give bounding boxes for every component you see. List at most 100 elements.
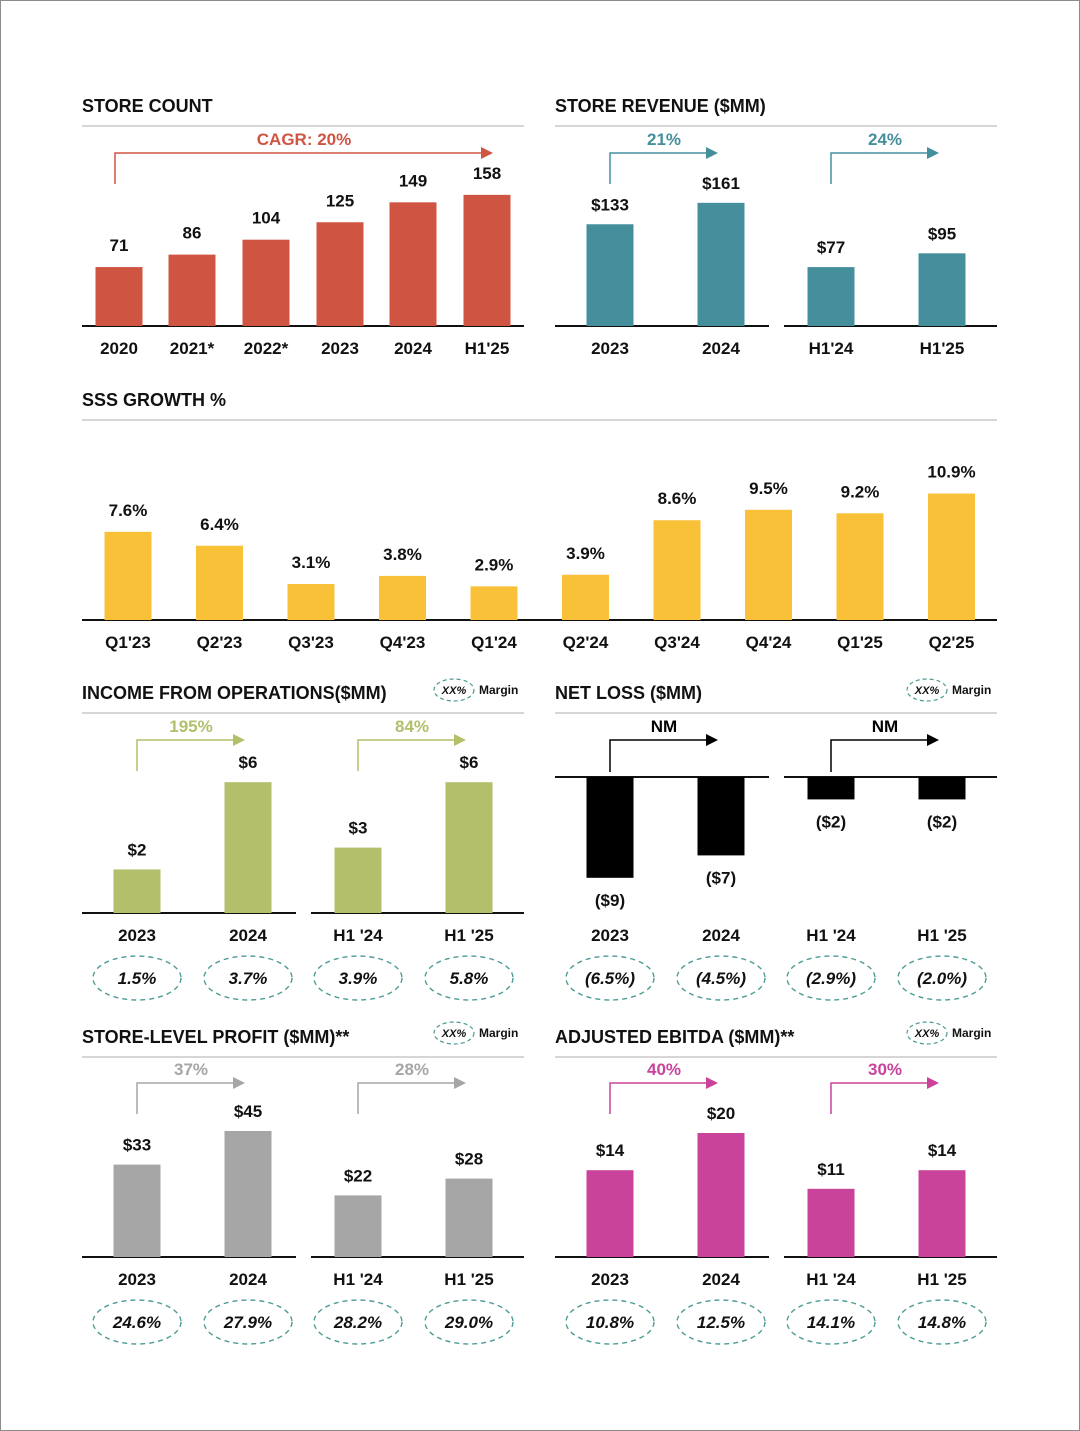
net-loss-half-arrow-line (830, 739, 927, 772)
store-count-value-label-4: 149 (399, 171, 427, 190)
sss-value-label-8: 9.2% (841, 482, 880, 501)
income-annual-category-label-0: 2023 (118, 926, 156, 945)
store-revenue-title: STORE REVENUE ($MM) (555, 96, 766, 116)
net-loss-annual-growth-label: NM (651, 717, 677, 736)
sss-category-label-4: Q1'24 (471, 633, 517, 652)
sss-category-label-5: Q2'24 (563, 633, 609, 652)
store-revenue-annual-value-label-0: $133 (591, 195, 629, 214)
income-title: INCOME FROM OPERATIONS($MM) (82, 683, 387, 703)
sss-bar-9 (928, 493, 975, 620)
sss-category-label-0: Q1'23 (105, 633, 151, 652)
sss-category-label-6: Q3'24 (654, 633, 700, 652)
store-count-category-label-4: 2024 (394, 339, 432, 358)
income-half-category-label-0: H1 '24 (333, 926, 383, 945)
store-revenue-half-category-label-1: H1'25 (920, 339, 965, 358)
net-loss-half-value-label-1: ($2) (927, 812, 957, 831)
income-annual-bar-1 (224, 782, 272, 913)
store-profit-half-value-label-0: $22 (344, 1166, 372, 1185)
income-legend-oval (433, 678, 475, 702)
ebitda-half-bar-0 (807, 1188, 855, 1257)
income-annual-0-oval (92, 955, 182, 1001)
store-count-value-label-5: 158 (473, 164, 501, 183)
ebitda-annual-1-margin-value: 12.5% (697, 1313, 745, 1332)
ebitda-half-0-oval (786, 1299, 876, 1345)
net-loss-annual-0-margin-value: (6.5%) (585, 969, 635, 988)
ebitda-annual-category-label-0: 2023 (591, 1270, 629, 1289)
store-count-value-label-0: 71 (110, 236, 129, 255)
store-revenue-annual-bar-0 (586, 224, 634, 326)
net-loss-annual-value-label-0: ($9) (595, 891, 625, 910)
ebitda-annual-0-margin-value: 10.8% (586, 1313, 634, 1332)
store-revenue-half-growth-label: 24% (868, 130, 902, 149)
income-annual-value-label-1: $6 (239, 753, 258, 772)
sss-bar-0 (104, 531, 152, 620)
sss-bar-5 (562, 574, 609, 620)
store-profit-half-value-label-1: $28 (455, 1150, 483, 1169)
store-profit-half-bar-0 (334, 1195, 382, 1257)
store-count-bar-1 (168, 254, 216, 326)
store-count-bar-3 (316, 222, 364, 326)
store-count-arrow-head (481, 147, 493, 159)
ebitda-annual-0-oval (565, 1299, 655, 1345)
net-loss-half-category-label-0: H1 '24 (806, 926, 856, 945)
store-profit-annual-0-oval (92, 1299, 182, 1345)
store-profit-annual-value-label-1: $45 (234, 1102, 262, 1121)
income-annual-0-margin-value: 1.5% (118, 969, 157, 988)
net-loss-annual-category-label-0: 2023 (591, 926, 629, 945)
sss-category-label-1: Q2'23 (197, 633, 243, 652)
income-legend-label: Margin (479, 683, 518, 697)
store-count-category-label-5: H1'25 (465, 339, 510, 358)
net-loss-annual-category-label-1: 2024 (702, 926, 740, 945)
store-count-title: STORE COUNT (82, 96, 213, 116)
income-legend-oval-text: XX% (441, 685, 467, 697)
ebitda-title: ADJUSTED EBITDA ($MM)** (555, 1027, 794, 1047)
sss-bar-3 (379, 575, 426, 620)
store-profit-annual-arrow-head (233, 1077, 245, 1089)
ebitda-legend-oval-text: XX% (914, 1028, 940, 1040)
ebitda-half-1-oval (897, 1299, 987, 1345)
ebitda-annual-growth-label: 40% (647, 1060, 681, 1079)
store-count-bar-2 (242, 239, 290, 326)
net-loss-annual-arrow-line (609, 739, 706, 772)
income-half-1-margin-value: 5.8% (450, 969, 489, 988)
income-annual-category-label-1: 2024 (229, 926, 267, 945)
income-half-1-oval (424, 955, 514, 1001)
sss-value-label-4: 2.9% (475, 555, 514, 574)
ebitda-half-category-label-0: H1 '24 (806, 1270, 856, 1289)
sss-title: SSS GROWTH % (82, 390, 226, 410)
net-loss-half-0-oval (786, 955, 876, 1001)
net-loss-half-1-oval (897, 955, 987, 1001)
net-loss-half-value-label-0: ($2) (816, 812, 846, 831)
store-count-bar-5 (463, 194, 511, 326)
store-revenue-half-arrow-head (927, 147, 939, 159)
store-revenue-annual-category-label-1: 2024 (702, 339, 740, 358)
store-count-bar-4 (389, 202, 437, 326)
store-profit-annual-value-label-0: $33 (123, 1136, 151, 1155)
sss-value-label-1: 6.4% (200, 515, 239, 534)
ebitda-half-0-margin-value: 14.1% (807, 1313, 855, 1332)
store-profit-annual-1-margin-value: 27.9% (223, 1313, 272, 1332)
net-loss-annual-1-margin-value: (4.5%) (696, 969, 746, 988)
net-loss-half-1-margin-value: (2.0%) (917, 969, 967, 988)
store-revenue-annual-category-label-0: 2023 (591, 339, 629, 358)
sss-bar-7 (745, 509, 792, 620)
income-half-0-margin-value: 3.9% (339, 969, 378, 988)
sss-value-label-5: 3.9% (566, 544, 605, 563)
store-profit-annual-bar-1 (224, 1131, 272, 1257)
net-loss-annual-arrow-head (706, 734, 718, 746)
ebitda-half-growth-label: 30% (868, 1060, 902, 1079)
sss-value-label-2: 3.1% (292, 553, 331, 572)
ebitda-half-bar-1 (918, 1170, 966, 1257)
net-loss-half-bar-1 (918, 777, 966, 800)
net-loss-annual-0-oval (565, 955, 655, 1001)
ebitda-half-category-label-1: H1 '25 (917, 1270, 966, 1289)
sss-bar-6 (653, 520, 701, 620)
store-revenue-annual-arrow-head (706, 147, 718, 159)
income-half-0-oval (313, 955, 403, 1001)
income-half-growth-label: 84% (395, 717, 429, 736)
store-profit-legend-oval-text: XX% (441, 1028, 467, 1040)
store-profit-half-growth-label: 28% (395, 1060, 429, 1079)
sss-value-label-0: 7.6% (109, 501, 148, 520)
income-half-arrow-head (454, 734, 466, 746)
